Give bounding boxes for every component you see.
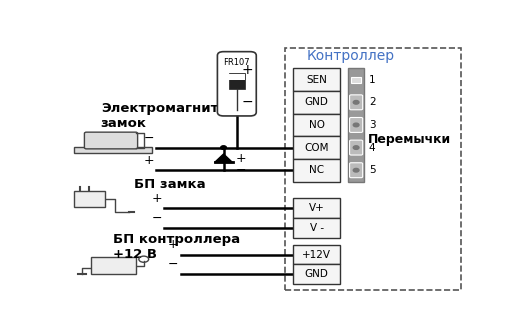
- Bar: [293, 198, 340, 218]
- Circle shape: [353, 101, 359, 104]
- Text: −: −: [168, 259, 178, 271]
- FancyBboxPatch shape: [350, 140, 363, 155]
- Text: V+: V+: [309, 203, 325, 213]
- Text: +: +: [144, 154, 154, 167]
- Bar: [293, 218, 340, 238]
- Text: V -: V -: [309, 223, 324, 233]
- Text: −: −: [152, 212, 162, 225]
- FancyBboxPatch shape: [350, 118, 363, 132]
- FancyBboxPatch shape: [350, 163, 363, 178]
- Text: +: +: [241, 63, 253, 77]
- Text: 1: 1: [369, 75, 375, 85]
- Text: −: −: [236, 163, 247, 176]
- Polygon shape: [214, 154, 232, 163]
- Text: 4: 4: [369, 143, 375, 153]
- Text: +: +: [236, 152, 247, 165]
- Text: 2: 2: [369, 97, 375, 107]
- Bar: [293, 159, 340, 182]
- Bar: [74, 190, 105, 207]
- Text: FR107: FR107: [223, 58, 250, 67]
- Text: −: −: [144, 132, 154, 145]
- Text: БП замка: БП замка: [134, 178, 205, 191]
- Text: GND: GND: [305, 270, 328, 280]
- Text: COM: COM: [304, 143, 329, 153]
- Text: +12V: +12V: [302, 249, 331, 260]
- Text: Контроллер: Контроллер: [306, 49, 394, 63]
- FancyBboxPatch shape: [218, 52, 256, 116]
- Text: SEN: SEN: [306, 75, 327, 85]
- Text: Перемычки: Перемычки: [368, 133, 451, 146]
- FancyBboxPatch shape: [84, 132, 138, 149]
- Text: +: +: [168, 238, 178, 252]
- Bar: [229, 74, 245, 80]
- Text: NO: NO: [309, 120, 325, 130]
- Bar: [348, 68, 364, 182]
- Text: NC: NC: [309, 165, 324, 175]
- Bar: [351, 76, 361, 83]
- Bar: [293, 68, 340, 91]
- Text: 5: 5: [369, 165, 375, 175]
- Text: 3: 3: [369, 120, 375, 130]
- Bar: [229, 73, 245, 89]
- FancyBboxPatch shape: [350, 95, 363, 110]
- Bar: [293, 91, 340, 114]
- Bar: [293, 136, 340, 159]
- Bar: [285, 48, 461, 290]
- Text: +: +: [152, 192, 162, 205]
- Bar: [293, 265, 340, 284]
- Bar: [293, 244, 340, 265]
- Bar: [91, 258, 136, 274]
- Bar: [293, 114, 340, 136]
- Bar: [74, 147, 152, 153]
- Text: GND: GND: [305, 97, 328, 107]
- Text: Электромагнитный
замок: Электромагнитный замок: [101, 102, 249, 130]
- Text: БП контроллера
+12 В: БП контроллера +12 В: [113, 233, 240, 261]
- Circle shape: [353, 168, 359, 172]
- Circle shape: [353, 146, 359, 149]
- Circle shape: [353, 123, 359, 127]
- Circle shape: [221, 146, 227, 149]
- Text: −: −: [241, 95, 253, 109]
